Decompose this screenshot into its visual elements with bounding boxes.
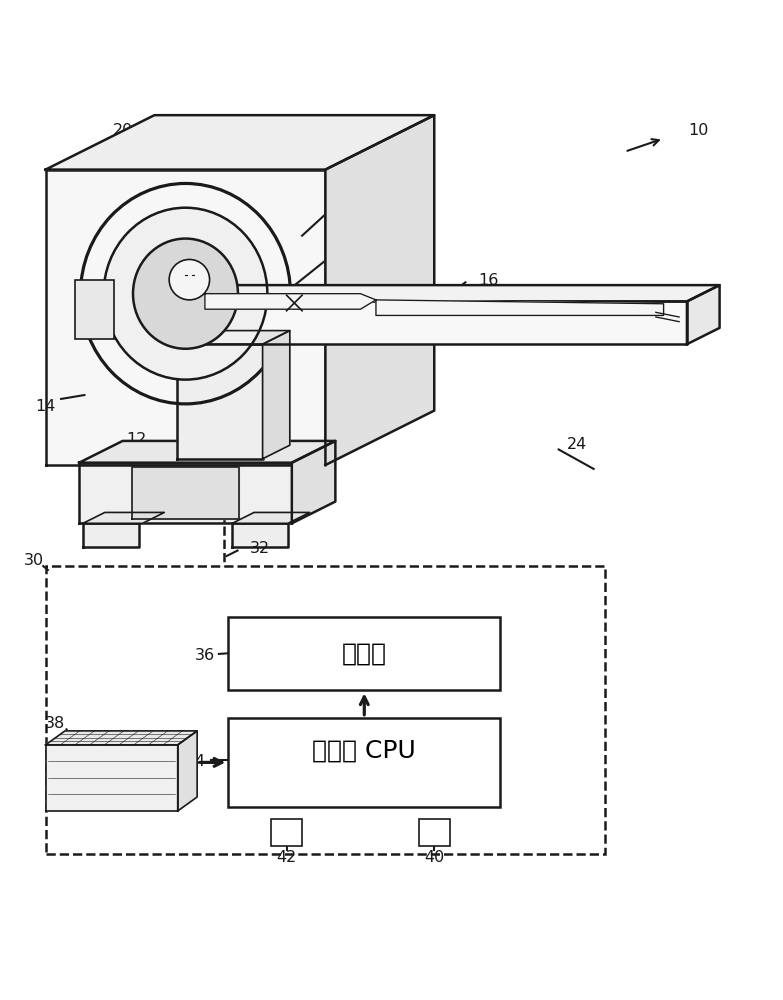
Bar: [45, 566, 605, 854]
Polygon shape: [262, 331, 290, 459]
Bar: [75, 280, 114, 339]
Text: 34: 34: [186, 754, 206, 769]
Text: 38: 38: [45, 716, 65, 731]
Polygon shape: [83, 523, 139, 547]
Polygon shape: [171, 301, 687, 344]
Polygon shape: [79, 463, 292, 523]
Text: 18: 18: [354, 182, 374, 197]
Text: 16: 16: [478, 273, 499, 288]
Polygon shape: [178, 731, 197, 811]
Polygon shape: [233, 523, 288, 547]
Text: 工作站 CPU: 工作站 CPU: [312, 739, 416, 763]
Ellipse shape: [133, 239, 238, 349]
Polygon shape: [171, 285, 720, 301]
Bar: [271, 819, 302, 846]
Text: 24: 24: [566, 437, 586, 452]
Text: 14: 14: [35, 399, 56, 414]
Text: 显示器: 显示器: [342, 642, 387, 666]
Text: 20: 20: [114, 123, 133, 138]
Polygon shape: [205, 294, 376, 309]
Bar: [228, 718, 500, 807]
Text: 32: 32: [250, 541, 270, 556]
Polygon shape: [132, 467, 239, 519]
Polygon shape: [45, 745, 178, 811]
Polygon shape: [45, 170, 326, 465]
Circle shape: [169, 259, 210, 300]
Text: 10: 10: [688, 123, 709, 138]
Polygon shape: [687, 285, 720, 344]
Text: 40: 40: [424, 850, 445, 865]
Polygon shape: [177, 344, 262, 459]
Text: 30: 30: [23, 553, 44, 568]
Polygon shape: [292, 441, 335, 523]
Text: 36: 36: [195, 648, 215, 663]
Ellipse shape: [81, 183, 290, 404]
Bar: [419, 819, 449, 846]
Text: 22: 22: [346, 240, 366, 255]
Polygon shape: [83, 512, 164, 523]
Polygon shape: [376, 300, 664, 315]
Text: 42: 42: [276, 850, 297, 865]
Polygon shape: [45, 731, 197, 745]
Polygon shape: [45, 115, 435, 170]
Ellipse shape: [103, 208, 267, 380]
Polygon shape: [79, 441, 335, 463]
Polygon shape: [177, 331, 290, 344]
Text: 12: 12: [126, 432, 146, 447]
Bar: [228, 617, 500, 690]
Polygon shape: [233, 512, 310, 523]
Polygon shape: [326, 115, 435, 465]
